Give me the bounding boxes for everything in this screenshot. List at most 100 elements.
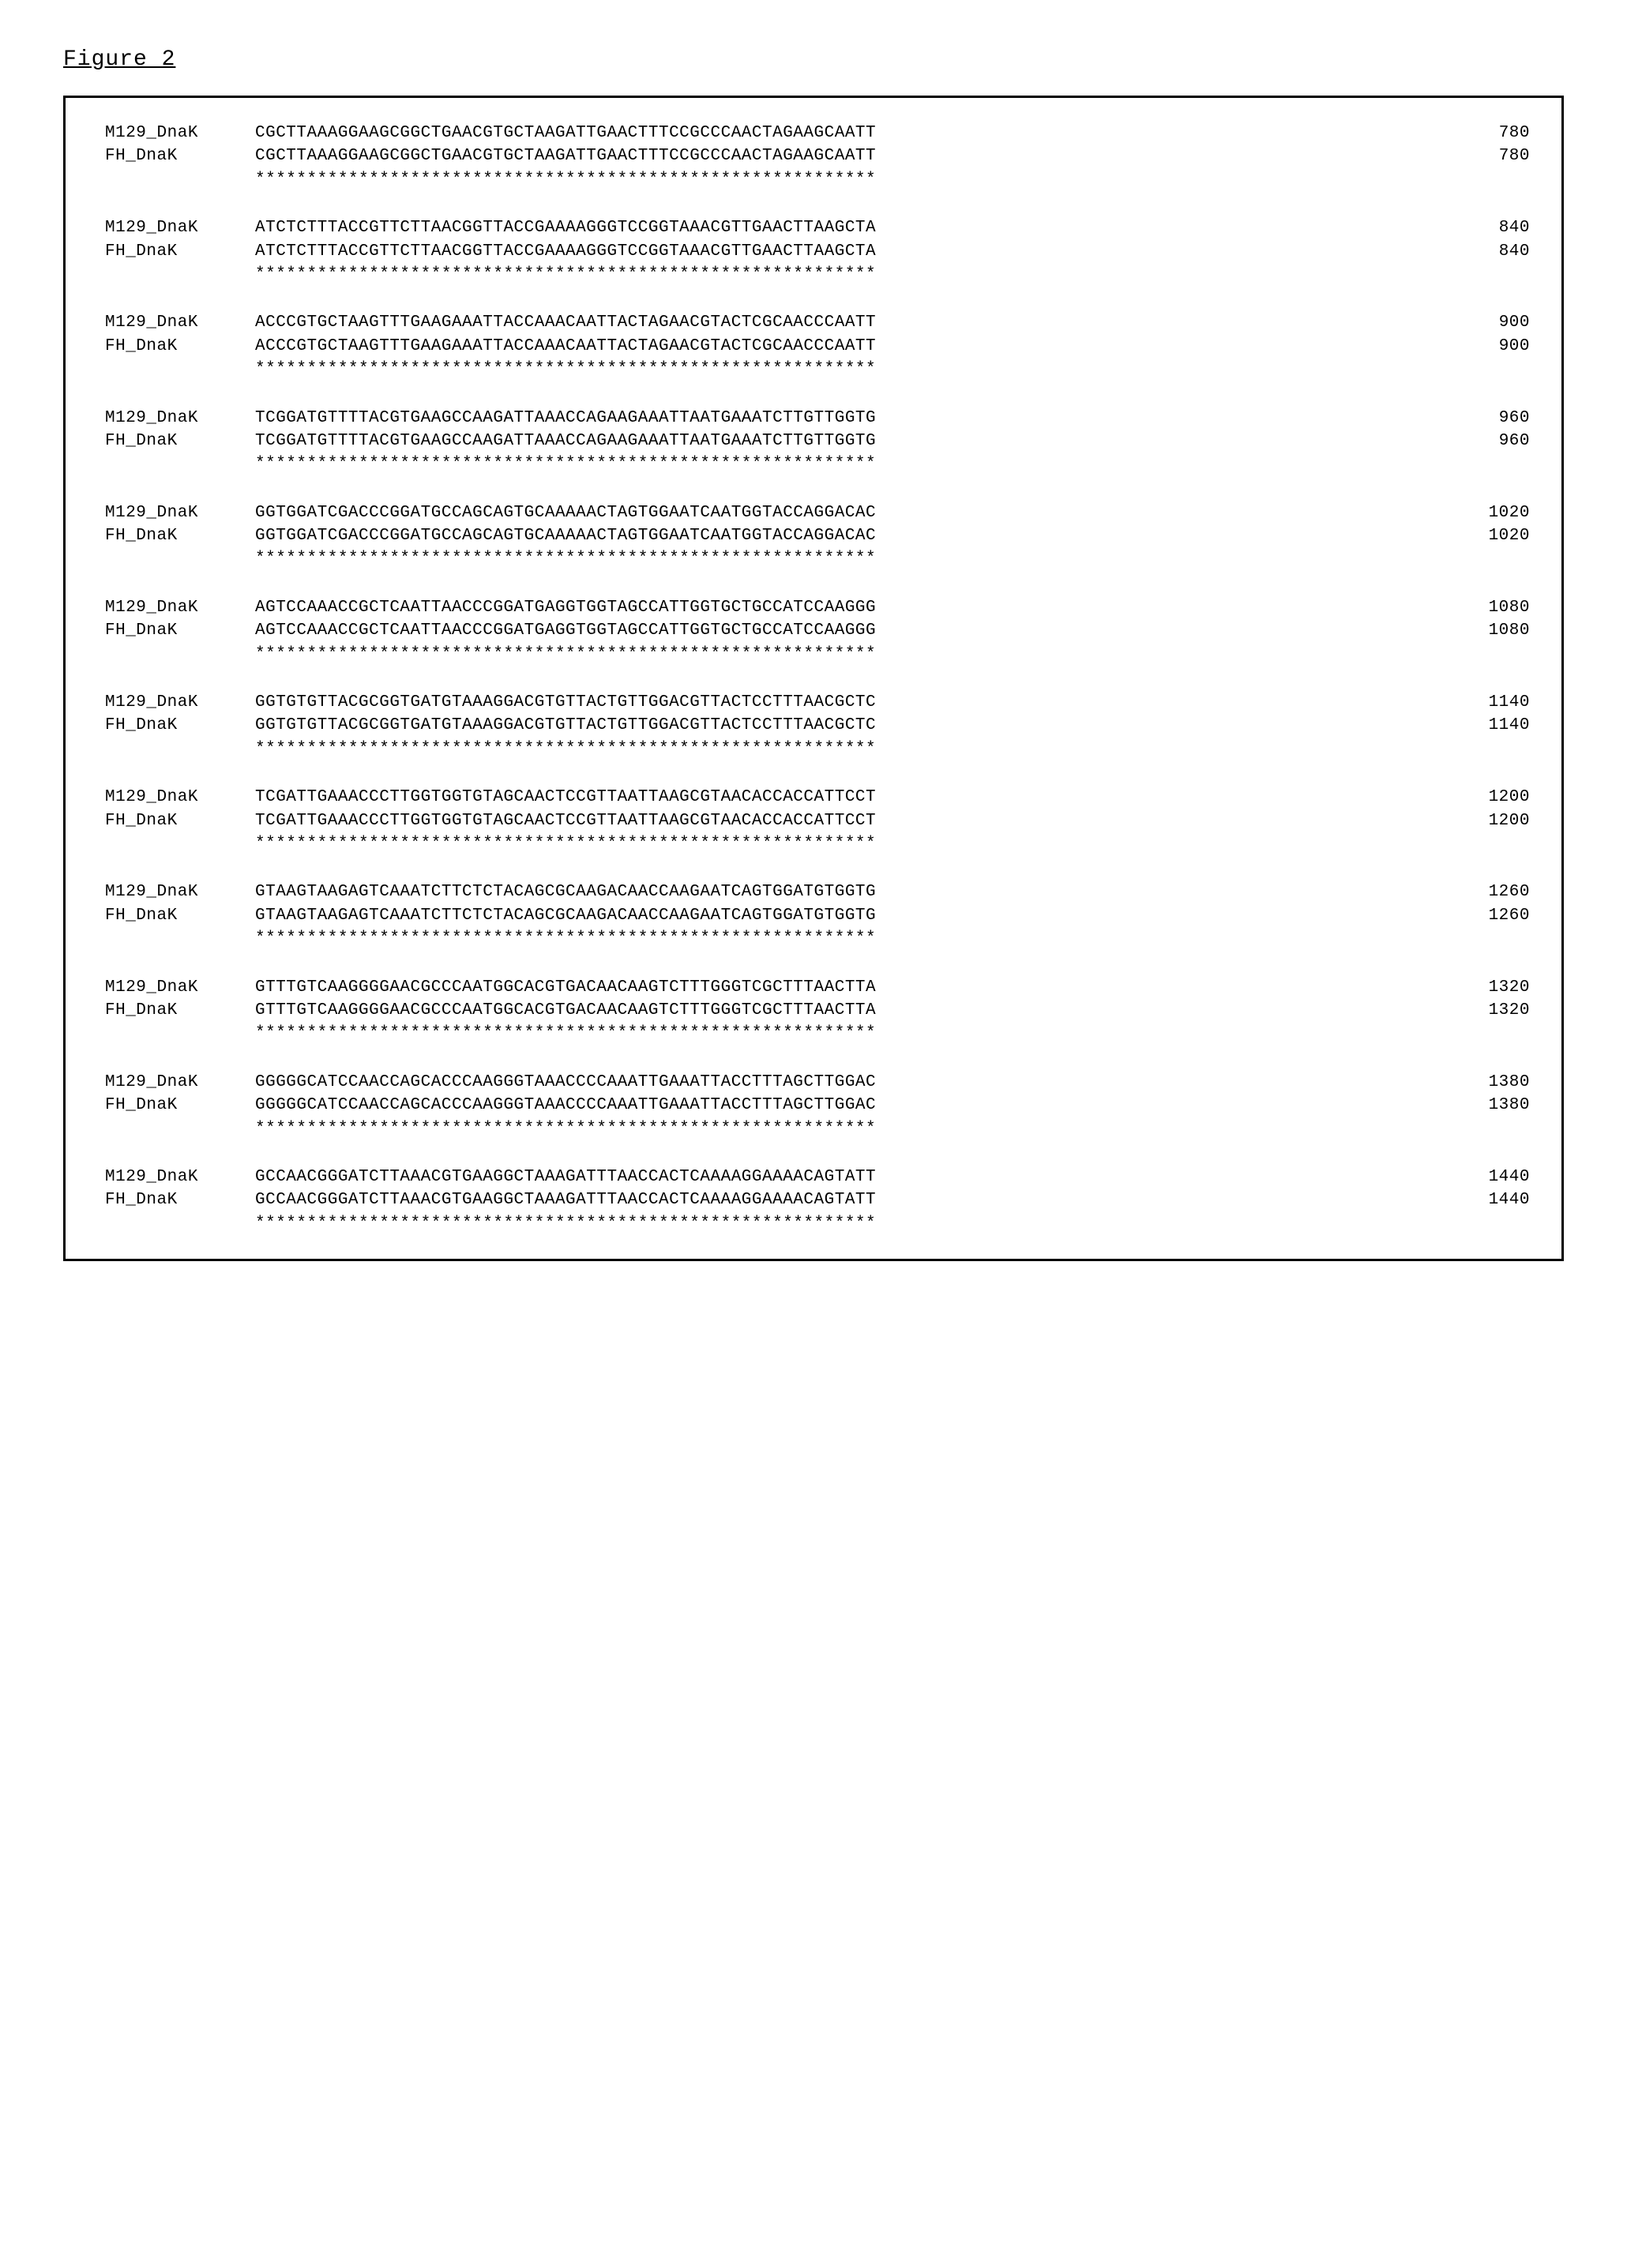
alignment-block: M129_DnaKATCTCTTTACCGTTCTTAACGGTTACCGAAA…: [105, 216, 1530, 286]
sequence-position: 1080: [1467, 596, 1530, 619]
sequence-position: 780: [1467, 122, 1530, 145]
sequence-label: M129_DnaK: [105, 311, 255, 334]
sequence-label: FH_DnaK: [105, 1188, 255, 1211]
sequence-position: 840: [1467, 216, 1530, 239]
conservation-row: ****************************************…: [105, 547, 1530, 570]
conservation-row: ****************************************…: [105, 452, 1530, 475]
sequence-label: M129_DnaK: [105, 501, 255, 524]
sequence-position: 1200: [1467, 809, 1530, 832]
sequence-row: FH_DnaKGTTTGTCAAGGGGAACGCCCAATGGCACGTGAC…: [105, 999, 1530, 1022]
sequence-text: AGTCCAAACCGCTCAATTAACCCGGATGAGGTGGTAGCCA…: [255, 619, 1467, 642]
alignment-block: M129_DnaKGTTTGTCAAGGGGAACGCCCAATGGCACGTG…: [105, 976, 1530, 1046]
conservation-text: ****************************************…: [255, 832, 1467, 855]
sequence-row: M129_DnaKGGTGGATCGACCCGGATGCCAGCAGTGCAAA…: [105, 501, 1530, 524]
sequence-label: FH_DnaK: [105, 430, 255, 452]
sequence-text: GGTGGATCGACCCGGATGCCAGCAGTGCAAAAACTAGTGG…: [255, 501, 1467, 524]
conservation-text: ****************************************…: [255, 738, 1467, 760]
alignment-block: M129_DnaKGGGGGCATCCAACCAGCACCCAAGGGTAAAC…: [105, 1071, 1530, 1140]
sequence-row: M129_DnaKAGTCCAAACCGCTCAATTAACCCGGATGAGG…: [105, 596, 1530, 619]
sequence-text: TCGGATGTTTTACGTGAAGCCAAGATTAAACCAGAAGAAA…: [255, 430, 1467, 452]
sequence-text: GGTGTGTTACGCGGTGATGTAAAGGACGTGTTACTGTTGG…: [255, 691, 1467, 714]
sequence-position: 1140: [1467, 714, 1530, 737]
sequence-label: FH_DnaK: [105, 335, 255, 358]
sequence-position: 1440: [1467, 1166, 1530, 1188]
sequence-position: 960: [1467, 407, 1530, 430]
conservation-row: ****************************************…: [105, 1022, 1530, 1045]
alignment-block: M129_DnaKACCCGTGCTAAGTTTGAAGAAATTACCAAAC…: [105, 311, 1530, 381]
sequence-text: GTAAGTAAGAGTCAAATCTTCTCTACAGCGCAAGACAACC…: [255, 881, 1467, 903]
alignment-block: M129_DnaKCGCTTAAAGGAAGCGGCTGAACGTGCTAAGA…: [105, 122, 1530, 191]
sequence-position: 900: [1467, 335, 1530, 358]
sequence-position: 1140: [1467, 691, 1530, 714]
alignment-block: M129_DnaKGGTGTGTTACGCGGTGATGTAAAGGACGTGT…: [105, 691, 1530, 760]
conservation-text: ****************************************…: [255, 1212, 1467, 1235]
sequence-row: M129_DnaKGTTTGTCAAGGGGAACGCCCAATGGCACGTG…: [105, 976, 1530, 999]
sequence-row: M129_DnaKGGGGGCATCCAACCAGCACCCAAGGGTAAAC…: [105, 1071, 1530, 1094]
sequence-label: M129_DnaK: [105, 1071, 255, 1094]
sequence-position: 840: [1467, 240, 1530, 263]
conservation-row: ****************************************…: [105, 1212, 1530, 1235]
sequence-text: ACCCGTGCTAAGTTTGAAGAAATTACCAAACAATTACTAG…: [255, 335, 1467, 358]
sequence-label: M129_DnaK: [105, 976, 255, 999]
sequence-row: M129_DnaKGTAAGTAAGAGTCAAATCTTCTCTACAGCGC…: [105, 881, 1530, 903]
sequence-row: FH_DnaKTCGGATGTTTTACGTGAAGCCAAGATTAAACCA…: [105, 430, 1530, 452]
conservation-row: ****************************************…: [105, 1117, 1530, 1140]
sequence-label: FH_DnaK: [105, 1094, 255, 1117]
conservation-text: ****************************************…: [255, 168, 1467, 191]
sequence-row: M129_DnaKGCCAACGGGATCTTAAACGTGAAGGCTAAAG…: [105, 1166, 1530, 1188]
sequence-label: M129_DnaK: [105, 1166, 255, 1188]
alignment-block: M129_DnaKTCGATTGAAACCCTTGGTGGTGTAGCAACTC…: [105, 786, 1530, 855]
sequence-label: M129_DnaK: [105, 786, 255, 809]
conservation-text: ****************************************…: [255, 927, 1467, 950]
sequence-label: M129_DnaK: [105, 691, 255, 714]
sequence-position: 900: [1467, 311, 1530, 334]
sequence-row: FH_DnaKAGTCCAAACCGCTCAATTAACCCGGATGAGGTG…: [105, 619, 1530, 642]
sequence-position: 1200: [1467, 786, 1530, 809]
sequence-label: FH_DnaK: [105, 240, 255, 263]
sequence-label: FH_DnaK: [105, 524, 255, 547]
sequence-row: M129_DnaKTCGGATGTTTTACGTGAAGCCAAGATTAAAC…: [105, 407, 1530, 430]
sequence-label: FH_DnaK: [105, 809, 255, 832]
conservation-text: ****************************************…: [255, 452, 1467, 475]
sequence-label: FH_DnaK: [105, 999, 255, 1022]
sequence-position: 1260: [1467, 881, 1530, 903]
sequence-text: GTTTGTCAAGGGGAACGCCCAATGGCACGTGACAACAAGT…: [255, 999, 1467, 1022]
sequence-position: 1320: [1467, 999, 1530, 1022]
alignment-container: M129_DnaKCGCTTAAAGGAAGCGGCTGAACGTGCTAAGA…: [63, 96, 1564, 1261]
sequence-row: FH_DnaKCGCTTAAAGGAAGCGGCTGAACGTGCTAAGATT…: [105, 145, 1530, 167]
sequence-row: M129_DnaKCGCTTAAAGGAAGCGGCTGAACGTGCTAAGA…: [105, 122, 1530, 145]
sequence-row: M129_DnaKACCCGTGCTAAGTTTGAAGAAATTACCAAAC…: [105, 311, 1530, 334]
sequence-text: ACCCGTGCTAAGTTTGAAGAAATTACCAAACAATTACTAG…: [255, 311, 1467, 334]
figure-title: Figure 2: [63, 47, 1564, 72]
sequence-row: M129_DnaKTCGATTGAAACCCTTGGTGGTGTAGCAACTC…: [105, 786, 1530, 809]
sequence-text: TCGGATGTTTTACGTGAAGCCAAGATTAAACCAGAAGAAA…: [255, 407, 1467, 430]
sequence-text: CGCTTAAAGGAAGCGGCTGAACGTGCTAAGATTGAACTTT…: [255, 145, 1467, 167]
conservation-row: ****************************************…: [105, 927, 1530, 950]
conservation-text: ****************************************…: [255, 1117, 1467, 1140]
sequence-row: FH_DnaKATCTCTTTACCGTTCTTAACGGTTACCGAAAAG…: [105, 240, 1530, 263]
sequence-label: M129_DnaK: [105, 881, 255, 903]
conservation-row: ****************************************…: [105, 832, 1530, 855]
sequence-label: FH_DnaK: [105, 619, 255, 642]
sequence-text: GCCAACGGGATCTTAAACGTGAAGGCTAAAGATTTAACCA…: [255, 1166, 1467, 1188]
conservation-row: ****************************************…: [105, 738, 1530, 760]
sequence-text: GGTGGATCGACCCGGATGCCAGCAGTGCAAAAACTAGTGG…: [255, 524, 1467, 547]
sequence-label: M129_DnaK: [105, 407, 255, 430]
alignment-block: M129_DnaKAGTCCAAACCGCTCAATTAACCCGGATGAGG…: [105, 596, 1530, 666]
conservation-row: ****************************************…: [105, 263, 1530, 286]
sequence-label: M129_DnaK: [105, 122, 255, 145]
conservation-text: ****************************************…: [255, 358, 1467, 381]
sequence-text: TCGATTGAAACCCTTGGTGGTGTAGCAACTCCGTTAATTA…: [255, 809, 1467, 832]
sequence-label: FH_DnaK: [105, 904, 255, 927]
sequence-row: M129_DnaKATCTCTTTACCGTTCTTAACGGTTACCGAAA…: [105, 216, 1530, 239]
sequence-position: 1440: [1467, 1188, 1530, 1211]
sequence-position: 1020: [1467, 501, 1530, 524]
sequence-text: ATCTCTTTACCGTTCTTAACGGTTACCGAAAAGGGTCCGG…: [255, 216, 1467, 239]
sequence-label: M129_DnaK: [105, 216, 255, 239]
alignment-block: M129_DnaKTCGGATGTTTTACGTGAAGCCAAGATTAAAC…: [105, 407, 1530, 476]
conservation-text: ****************************************…: [255, 1022, 1467, 1045]
sequence-row: M129_DnaKGGTGTGTTACGCGGTGATGTAAAGGACGTGT…: [105, 691, 1530, 714]
sequence-text: TCGATTGAAACCCTTGGTGGTGTAGCAACTCCGTTAATTA…: [255, 786, 1467, 809]
sequence-row: FH_DnaKGCCAACGGGATCTTAAACGTGAAGGCTAAAGAT…: [105, 1188, 1530, 1211]
conservation-row: ****************************************…: [105, 358, 1530, 381]
